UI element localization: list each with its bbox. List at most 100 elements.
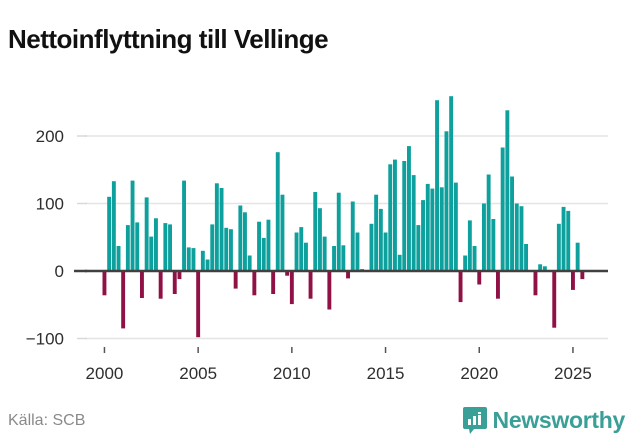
bar-2004q1: [177, 271, 182, 280]
bar-2000q3: [111, 181, 116, 271]
bar-2022q2: [519, 206, 524, 271]
bar-2004q2: [182, 180, 186, 272]
bar-2024q4: [566, 210, 571, 271]
bar-2022q1: [514, 203, 519, 271]
bar-2019q2: [463, 255, 468, 271]
bar-2007q4: [247, 255, 252, 271]
bar-2002q3: [149, 236, 154, 271]
y-axis-label: 200: [36, 127, 64, 146]
bar-2018q1: [439, 187, 444, 271]
bar-2021q3: [505, 110, 510, 271]
bar-2006q4: [229, 229, 233, 272]
bar-2022q3: [524, 244, 528, 271]
bar-2013q3: [355, 232, 360, 271]
bar-2017q3: [430, 188, 435, 271]
bar-2017q2: [425, 183, 430, 271]
bar-2017q1: [421, 200, 425, 271]
bar-2015q2: [388, 164, 393, 271]
bar-2009q3: [280, 194, 285, 271]
bar-2017q4: [435, 100, 439, 271]
bar-2005q2: [200, 250, 205, 272]
bar-2019q4: [472, 246, 477, 271]
bar-2003q3: [168, 224, 172, 271]
bar-2015q1: [383, 232, 388, 271]
bar-2005q3: [205, 259, 210, 271]
bar-2025q3: [580, 271, 585, 280]
bar-2012q4: [341, 245, 346, 271]
bar-2000q2: [107, 196, 112, 272]
bar-2000q1: [102, 271, 107, 296]
x-axis-label: 2005: [179, 364, 217, 383]
migration-bar-chart: 200 100 0 −100 2000 2005 2010 2015 2020 2025: [26, 96, 608, 383]
bar-2009q1: [271, 271, 276, 294]
bar-2005q1: [196, 271, 201, 338]
bar-2016q1: [402, 161, 407, 271]
y-axis-label: 0: [55, 262, 64, 281]
bar-2001q3: [130, 180, 135, 272]
bar-2016q3: [411, 175, 416, 271]
bar-2003q2: [163, 223, 168, 271]
bar-2011q1: [308, 271, 313, 299]
bar-2023q1: [533, 271, 538, 296]
source-label: Källa: SCB: [8, 412, 86, 429]
brand-name: Newsworthy: [492, 406, 626, 433]
bar-2021q4: [510, 176, 514, 271]
bar-2010q2: [294, 232, 299, 271]
x-axis-label: 2020: [460, 364, 498, 383]
x-axis-label: 2000: [86, 364, 124, 383]
bar-2023q2: [538, 264, 543, 272]
bar-2007q1: [233, 271, 238, 289]
bar-2004q4: [191, 248, 196, 272]
bar-2011q3: [318, 208, 322, 271]
bar-2012q3: [336, 192, 341, 271]
bar-2021q1: [496, 271, 500, 299]
bar-2010q3: [299, 227, 304, 271]
bar-2008q2: [257, 221, 261, 271]
bar-2007q3: [243, 212, 247, 271]
bar-2005q4: [210, 224, 215, 271]
bar-2025q2: [575, 242, 580, 272]
bar-2016q4: [416, 225, 421, 271]
bar-2019q1: [458, 271, 463, 303]
bar-2008q4: [266, 219, 271, 271]
bar-2019q3: [467, 220, 472, 271]
bar-2018q2: [444, 131, 449, 271]
bar-2009q2: [275, 152, 280, 271]
bar-2018q3: [449, 96, 454, 271]
bar-2002q1: [140, 271, 144, 298]
bar-2001q4: [135, 222, 140, 271]
newsworthy-logo[interactable]: Newsworthy: [462, 406, 626, 434]
bar-2014q3: [374, 194, 379, 271]
bar-2023q3: [542, 266, 547, 271]
bar-2001q1: [121, 271, 126, 329]
bar-2012q2: [332, 246, 336, 271]
newsworthy-logo-icon: [462, 407, 487, 434]
bar-2002q2: [144, 197, 149, 271]
bar-2011q4: [322, 236, 327, 271]
bar-2007q2: [238, 205, 243, 271]
y-axis-label: 100: [36, 195, 64, 214]
page-title: Nettoinflyttning till Vellinge: [8, 24, 329, 55]
bar-2015q4: [397, 254, 402, 271]
bar-2020q2: [482, 203, 486, 271]
bar-2006q1: [214, 183, 219, 272]
bar-2008q3: [261, 237, 266, 271]
bar-2001q2: [125, 225, 130, 271]
bar-2014q4: [378, 208, 383, 271]
bar-2000q4: [116, 246, 121, 271]
bar-2018q4: [453, 182, 458, 271]
bar-2020q1: [477, 271, 482, 285]
bar-2020q3: [486, 174, 491, 271]
bar-2002q4: [154, 218, 158, 271]
bar-2011q2: [313, 192, 318, 271]
bar-2016q2: [407, 146, 411, 271]
bar-2006q3: [224, 227, 229, 271]
bar-2008q1: [252, 271, 257, 296]
bar-2009q4: [285, 271, 290, 276]
bar-2003q1: [158, 271, 163, 299]
bar-2024q3: [561, 206, 566, 271]
bar-2012q1: [327, 271, 332, 310]
bar-2013q1: [346, 271, 350, 279]
bar-2006q2: [219, 188, 224, 271]
bar-2010q4: [304, 242, 308, 272]
